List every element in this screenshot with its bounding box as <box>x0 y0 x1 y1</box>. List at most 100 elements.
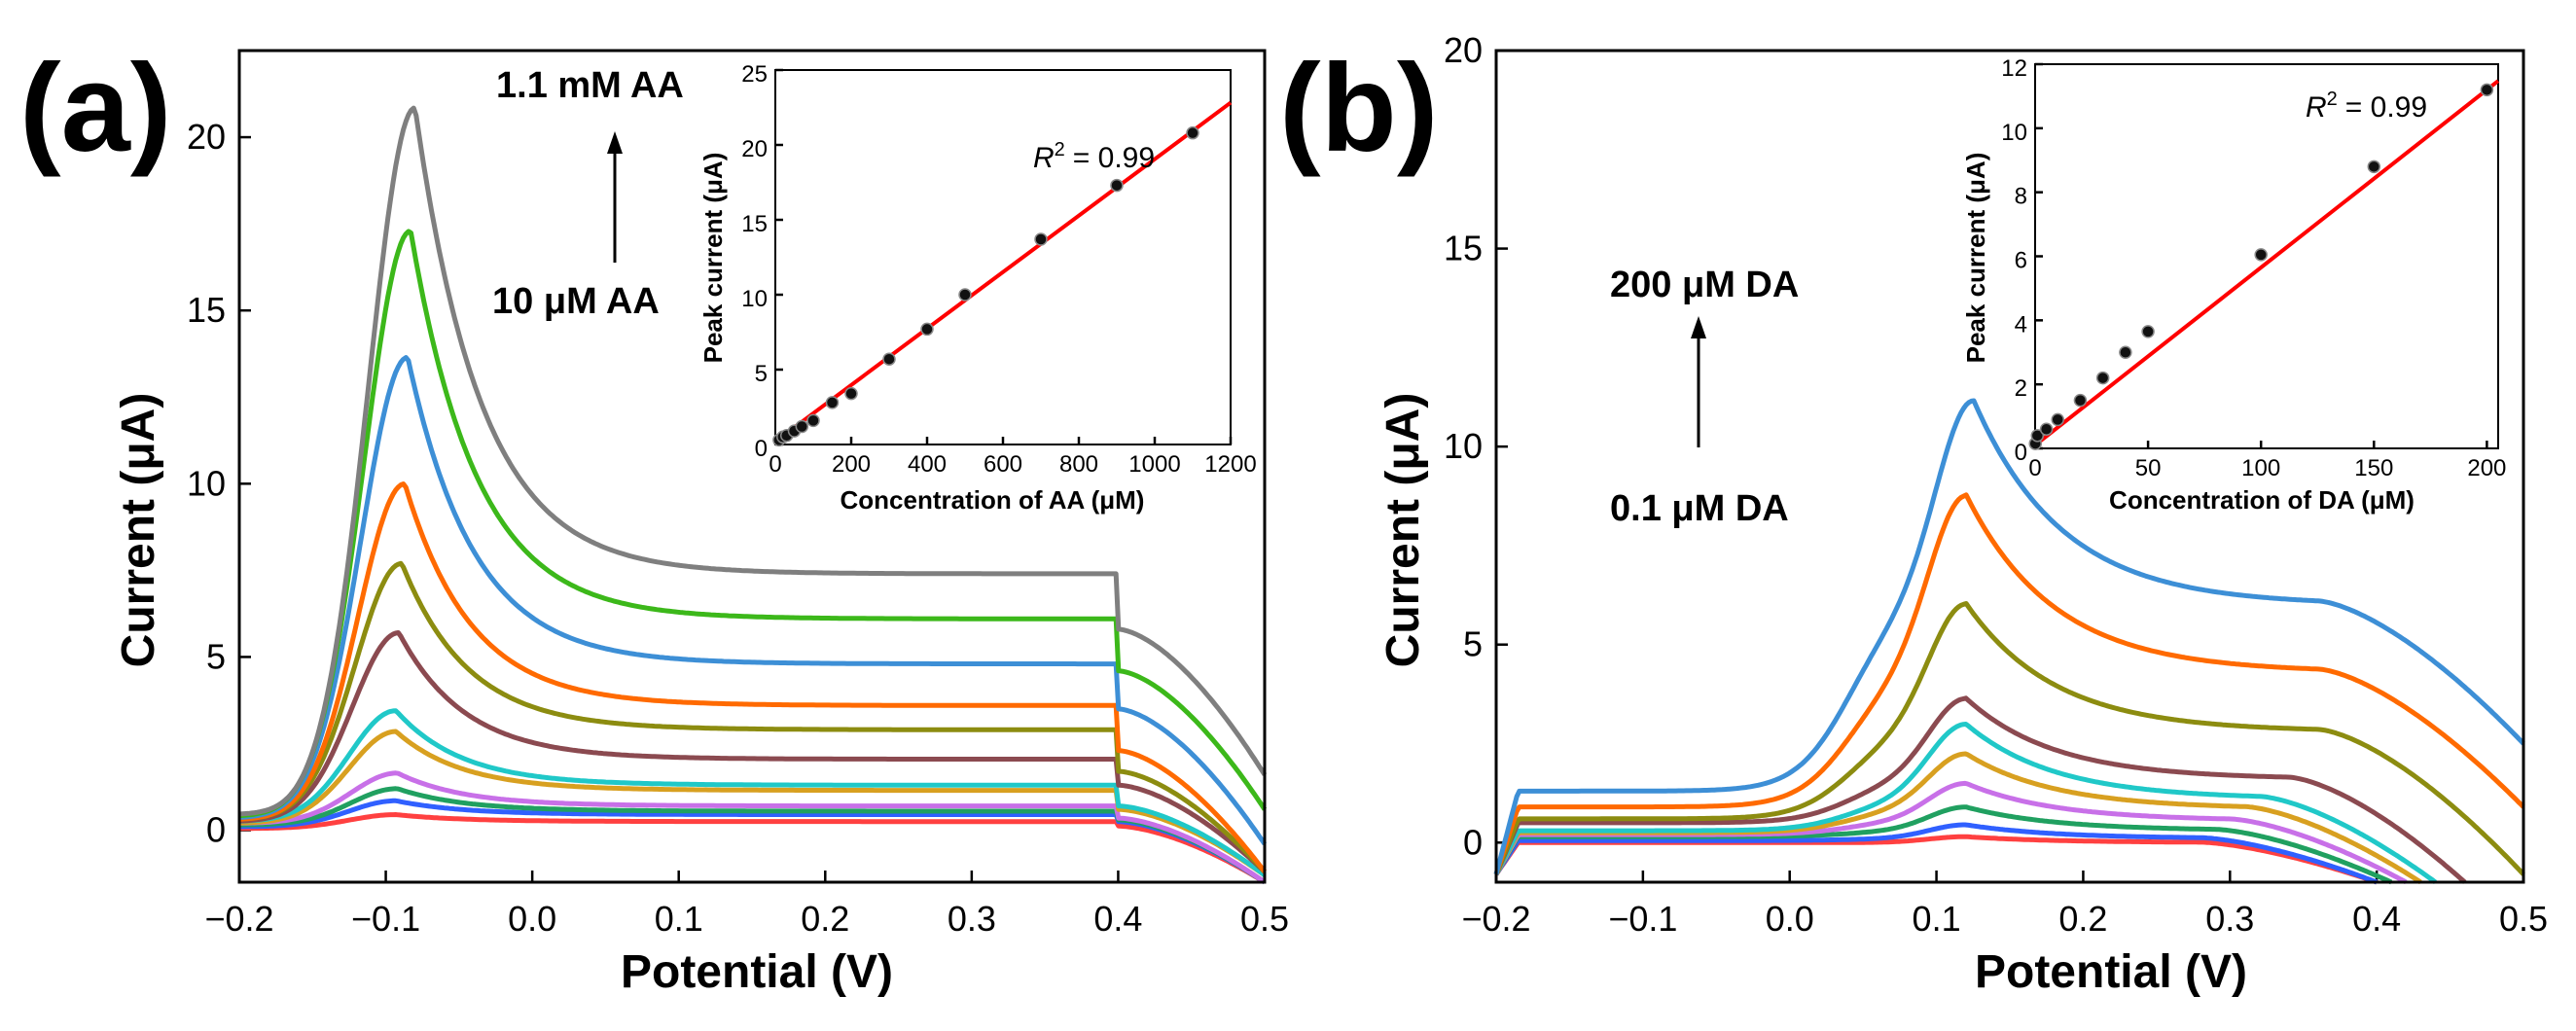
ib-point <box>2254 248 2268 262</box>
b-xtick-label: −0.2 <box>1461 899 1530 939</box>
inset-a-r2: R2 = 0.99 <box>1033 139 1155 174</box>
a-ytick-label: 5 <box>206 636 226 676</box>
a-xtick-label: 0.4 <box>1093 899 1142 939</box>
ib-xtick-label: 150 <box>2354 455 2393 481</box>
b-xtick-label: 0.4 <box>2352 899 2401 939</box>
b-ytick-label: 20 <box>1444 30 1483 70</box>
panel-b-ylabel: Current (μA) <box>1377 393 1429 668</box>
panel-a-arrowhead <box>607 131 623 154</box>
b-ytick-label: 15 <box>1444 229 1483 268</box>
ia-point <box>825 396 840 409</box>
inset-b-ylabel: Peak current (μA) <box>1961 153 1990 364</box>
ib-ytick-label: 0 <box>2015 440 2027 466</box>
ib-xtick-label: 200 <box>2467 455 2506 481</box>
panel-b-arrowhead <box>1691 316 1706 338</box>
ib-point <box>2051 412 2064 427</box>
panel-b-series-s10 <box>1493 398 2525 875</box>
inset-b-xlabel: Concentration of DA (μM) <box>2109 485 2415 515</box>
ia-xtick-label: 0 <box>769 451 781 478</box>
b-ytick-label: 5 <box>1463 624 1483 664</box>
panel-a-series-s5 <box>238 729 1267 877</box>
ia-point <box>1110 178 1124 193</box>
ib-point <box>2095 371 2110 385</box>
ib-ytick-label: 2 <box>2015 375 2027 402</box>
b-xtick-label: 0.0 <box>1766 899 1814 939</box>
b-xtick-label: −0.1 <box>1608 899 1677 939</box>
inset-a-xlabel: Concentration of AA (μM) <box>841 485 1145 515</box>
inset-a-fit-line <box>773 100 1233 444</box>
ib-xtick-label: 100 <box>2241 455 2280 481</box>
ia-ytick-label: 25 <box>741 61 768 88</box>
inset-b-fit-line <box>2033 79 2500 447</box>
panel-a: (a) Current (μA) Potential (V) −0.2 −0.1 0… <box>19 39 1289 998</box>
panel-b-xlabel: Potential (V) <box>1975 946 2247 998</box>
a-xtick-label: −0.1 <box>351 899 420 939</box>
ia-point <box>1034 232 1048 246</box>
a-ytick-label: 20 <box>187 117 226 157</box>
ib-ytick-label: 6 <box>2015 248 2027 274</box>
panel-a-series-s3 <box>239 786 1267 885</box>
b-ytick-label: 0 <box>1463 822 1483 862</box>
panel-b-series-s9 <box>1493 492 2525 875</box>
panel-b-series-s7 <box>1493 695 2467 884</box>
panel-b: (b) Current (μA) Potential (V) −0.2 −0.1 0… <box>1279 30 2548 998</box>
panel-a-series-s9 <box>238 481 1268 873</box>
ia-point <box>1186 125 1199 140</box>
ib-ytick-label: 4 <box>2015 311 2027 338</box>
b-xtick-label: 0.2 <box>2058 899 2107 939</box>
inset-a-ylabel: Peak current (μA) <box>698 153 728 364</box>
ib-point <box>2039 422 2054 436</box>
inset-a: 0 200 400 600 800 1000 1200 0 5 10 15 20 25 Concent… <box>698 61 1257 515</box>
panel-b-series-s6 <box>1493 722 2437 884</box>
ia-ytick-label: 5 <box>755 361 768 387</box>
b-xtick-label: 0.5 <box>2499 899 2548 939</box>
ib-point <box>2119 345 2132 359</box>
panel-a-series-s7 <box>238 630 1267 874</box>
ib-point <box>2073 393 2088 408</box>
ia-point <box>844 386 858 401</box>
panel-b-series-s2 <box>1493 822 2379 885</box>
a-xtick-label: 0.5 <box>1240 899 1289 939</box>
panel-a-ylabel: Current (μA) <box>113 393 164 668</box>
panel-a-annot-bottom: 10 μM AA <box>492 281 660 322</box>
a-xtick-label: 0.0 <box>508 899 556 939</box>
ia-ytick-label: 20 <box>741 136 768 162</box>
b-ytick-label: 10 <box>1444 426 1483 466</box>
panel-a-series-s10 <box>238 355 1268 846</box>
a-ytick-label: 0 <box>206 810 226 850</box>
ib-ytick-label: 12 <box>2001 55 2027 82</box>
a-ytick-label: 10 <box>187 463 226 503</box>
ia-ytick-label: 0 <box>755 436 768 462</box>
panel-b-annot-top: 200 μM DA <box>1610 265 1799 305</box>
panel-a-series-s2 <box>239 798 1267 885</box>
ia-xtick-label: 600 <box>984 451 1022 478</box>
a-xtick-label: 0.2 <box>801 899 849 939</box>
a-xtick-label: 0.1 <box>655 899 703 939</box>
inset-b-r2: R2 = 0.99 <box>2306 89 2427 124</box>
panel-a-xlabel: Potential (V) <box>621 946 893 998</box>
ib-point <box>2141 325 2155 338</box>
ia-xtick-label: 400 <box>908 451 947 478</box>
a-xtick-label: −0.2 <box>204 899 273 939</box>
ib-point <box>2030 429 2045 443</box>
ib-ytick-label: 8 <box>2015 184 2027 210</box>
ia-xtick-label: 800 <box>1059 451 1098 478</box>
ia-xtick-label: 200 <box>832 451 871 478</box>
ia-point <box>920 322 934 337</box>
panel-a-series-s11 <box>238 229 1268 819</box>
panel-b-letter: (b) <box>1279 39 1438 178</box>
ia-point <box>882 352 896 366</box>
a-ytick-label: 15 <box>187 290 226 330</box>
ia-ytick-label: 15 <box>741 211 768 237</box>
panel-a-series-s1 <box>239 812 1267 885</box>
panel-a-annot-top: 1.1 mM AA <box>496 65 684 106</box>
panel-a-letter: (a) <box>19 39 171 178</box>
inset-a-frame <box>774 69 1232 445</box>
panel-a-series-s4 <box>238 770 1267 885</box>
panel-b-annot-bottom: 0.1 μM DA <box>1610 488 1789 529</box>
a-xtick-label: 0.3 <box>948 899 996 939</box>
ia-ytick-label: 10 <box>741 286 768 312</box>
panel-a-series-s8 <box>238 560 1267 873</box>
inset-b: 0 50 100 150 200 0 2 4 6 8 10 12 Concentration of … <box>1961 55 2506 515</box>
